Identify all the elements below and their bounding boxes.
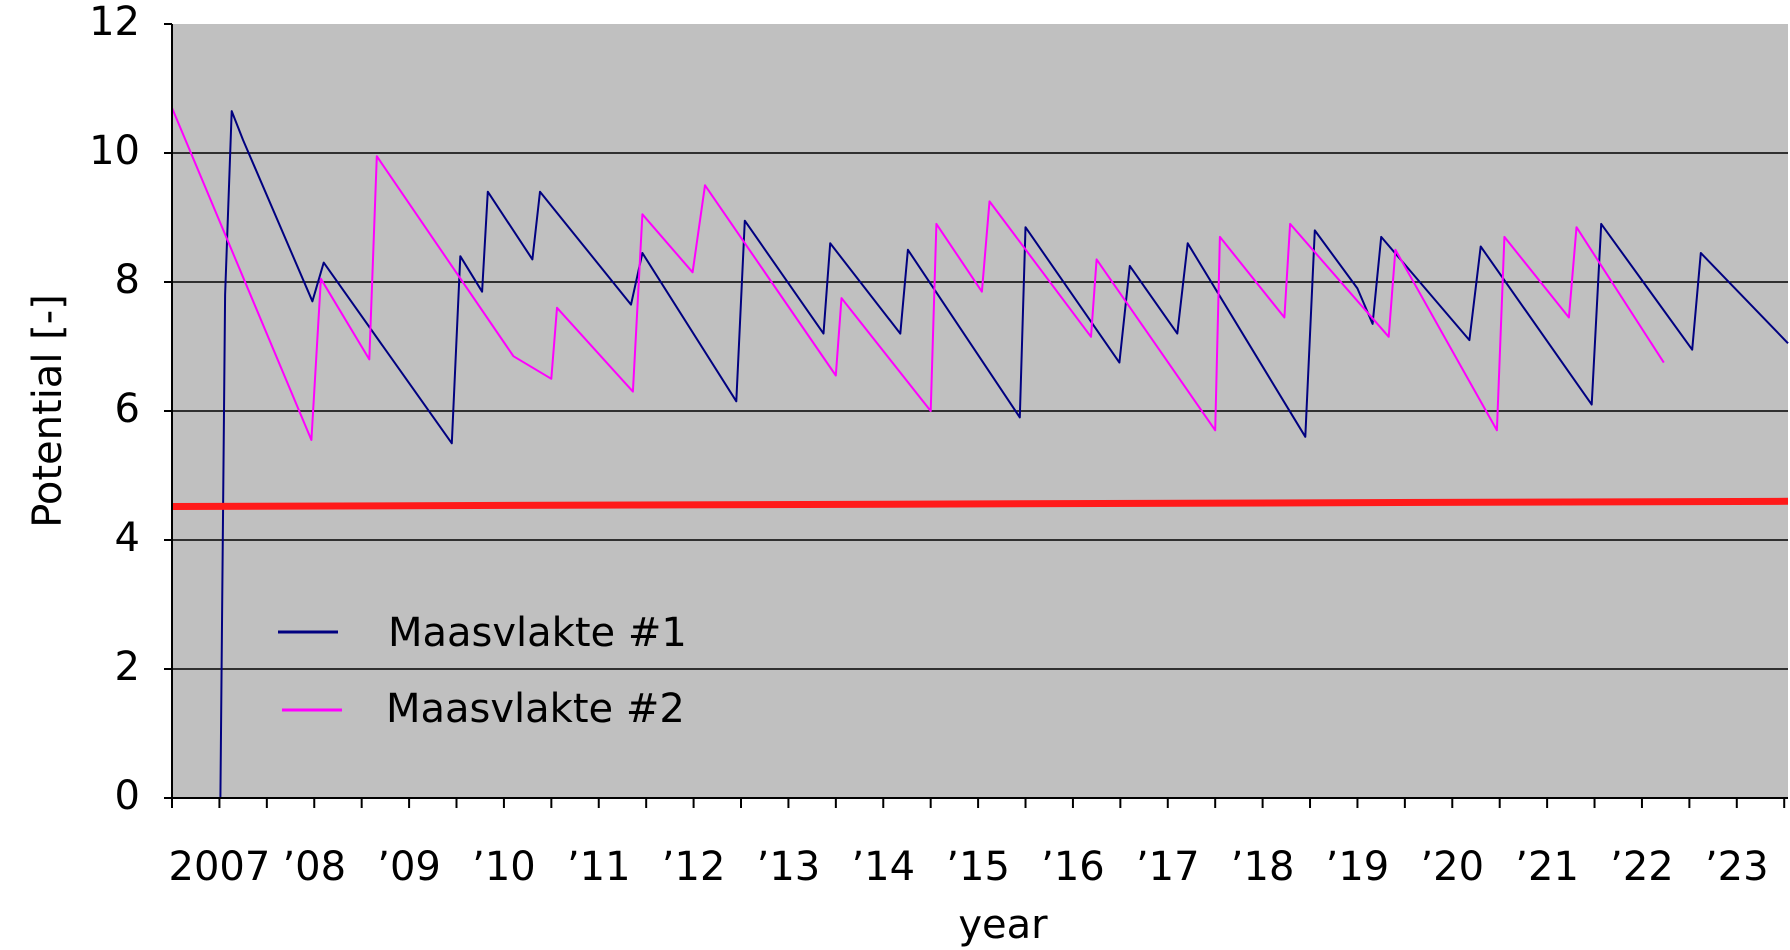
y-tick-label-3: 6: [115, 386, 140, 432]
x-tick-label-16: ’23: [1705, 844, 1769, 890]
x-tick-label-3: ’10: [472, 844, 536, 890]
x-tick-label-11: ’18: [1231, 844, 1295, 890]
x-axis-ticks: 2007’08 ’09 ’10 ’11 ’12 ’13 ’14 ’15 ’16 ’17 ’18 ’19…: [169, 798, 1786, 890]
series-line-1: [219, 110, 1789, 799]
y-tick-label-6: 12: [89, 0, 140, 45]
x-tick-label-9: ’16: [1041, 844, 1105, 890]
x-tick-label-7: ’14: [851, 844, 915, 890]
y-tick-label-5: 10: [89, 128, 140, 174]
x-tick-label-6: ’13: [757, 844, 821, 890]
y-tick-label-1: 2: [115, 644, 140, 690]
y-tick-label-2: 4: [115, 515, 140, 561]
x-tick-label-12: ’19: [1326, 844, 1390, 890]
y-axis-ticks: 0 2 4 6 8 10 12: [89, 0, 172, 819]
gridlines: [172, 152, 1788, 670]
x-tick-label-10: ’17: [1136, 844, 1200, 890]
x-axis-title: year: [958, 902, 1048, 948]
x-tick-label-8: ’15: [946, 844, 1010, 890]
y-tick-label-4: 8: [115, 257, 140, 303]
x-tick-label-13: ’20: [1420, 844, 1484, 890]
y-tick-label-0: 0: [115, 773, 140, 819]
series-line-2: [171, 107, 1665, 441]
legend-label-series-1: Maasvlakte #1: [388, 610, 687, 656]
x-tick-label-4: ’11: [567, 844, 631, 890]
threshold-line: [171, 497, 1789, 510]
x-tick-label-14: ’21: [1515, 844, 1579, 890]
x-tick-label-2: ’09: [377, 844, 441, 890]
x-tick-label-15: ’22: [1610, 844, 1674, 890]
x-tick-label-1: ’08: [282, 844, 346, 890]
series-layer: [171, 107, 1789, 799]
x-tick-label-5: ’12: [662, 844, 726, 890]
legend: Maasvlakte #1 Maasvlakte #2: [278, 610, 687, 732]
y-axis-title: Potential [-]: [25, 294, 71, 528]
legend-label-series-2: Maasvlakte #2: [386, 686, 685, 732]
x-tick-label-0: 2007: [169, 844, 271, 890]
